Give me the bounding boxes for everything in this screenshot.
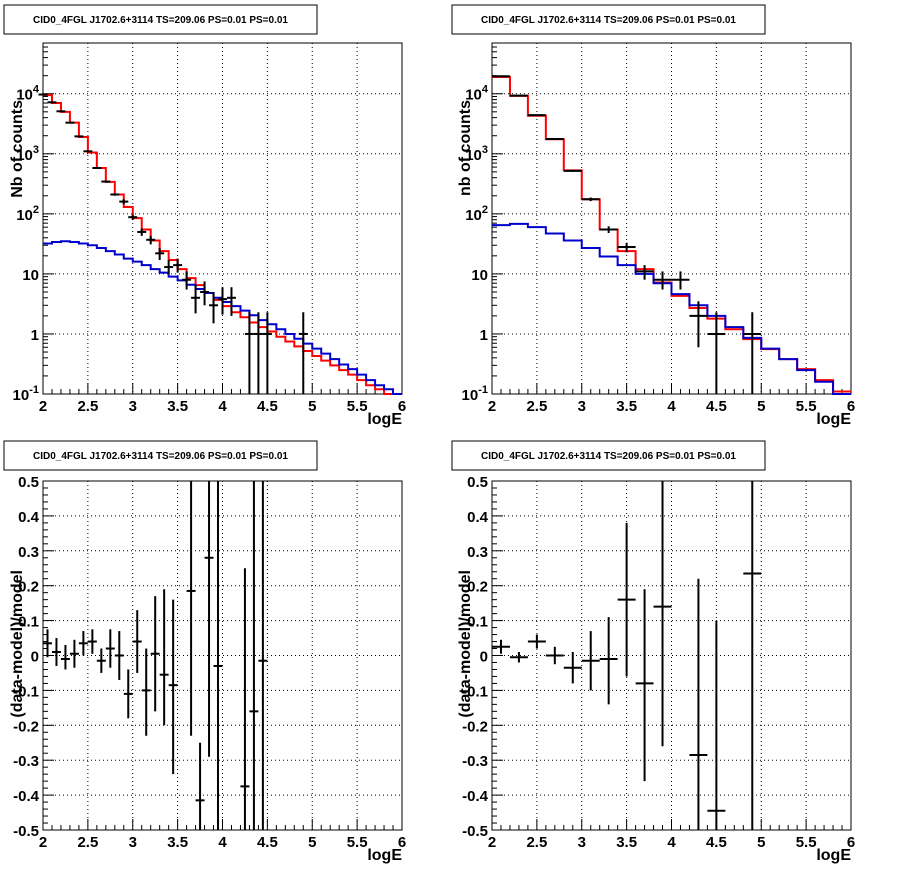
y-tick-label: 0.5 xyxy=(18,474,39,491)
y-tick-label: -0.4 xyxy=(462,788,489,805)
x-tick-label: 2 xyxy=(488,834,496,851)
x-tick-label: 2.5 xyxy=(77,398,98,415)
x-tick-label: 2 xyxy=(39,398,47,415)
y-tick-label: -0.1 xyxy=(462,683,488,700)
y-tick-label: -0.2 xyxy=(13,718,39,735)
y-tick-label: -0.3 xyxy=(13,753,39,770)
x-tick-label: 3 xyxy=(578,834,586,851)
chart-title: CID0_4FGL J1702.6+3114 TS=209.06 PS=0.01… xyxy=(481,451,736,462)
x-tick-label: 4.5 xyxy=(706,398,727,415)
x-tick-label: 4.5 xyxy=(257,398,278,415)
y-tick-label: 0.4 xyxy=(18,509,40,526)
y-tick-label: 104 xyxy=(465,84,489,104)
x-tick-label: 3.5 xyxy=(616,834,637,851)
x-tick-label: 5 xyxy=(757,398,765,415)
y-tick-label: 10 xyxy=(22,267,39,284)
x-tick-label: 2 xyxy=(39,834,47,851)
x-tick-label: 2.5 xyxy=(77,834,98,851)
y-tick-label: 103 xyxy=(465,144,488,164)
x-tick-label: 4 xyxy=(667,398,676,415)
x-axis-label: logE xyxy=(816,847,851,864)
y-tick-label: 102 xyxy=(16,204,39,224)
y-tick-label: 10-1 xyxy=(462,384,488,404)
y-tick-label: -0.5 xyxy=(13,823,39,840)
x-tick-label: 5.5 xyxy=(796,398,817,415)
y-tick-label: 0.2 xyxy=(18,579,39,596)
x-tick-label: 5.5 xyxy=(347,398,368,415)
x-tick-label: 4 xyxy=(667,834,676,851)
y-axis-label: (data-model)/model xyxy=(457,570,474,718)
chart-panel-4: CID0_4FGL J1702.6+3114 TS=209.06 PS=0.01… xyxy=(451,440,855,864)
x-tick-label: 3 xyxy=(129,834,137,851)
x-tick-label: 4.5 xyxy=(706,834,727,851)
x-tick-label: 3.5 xyxy=(167,834,188,851)
y-axis-label: Nb of counts xyxy=(9,100,26,198)
y-tick-label: 10-1 xyxy=(13,384,39,404)
y-tick-label: 103 xyxy=(16,144,39,164)
x-tick-label: 2 xyxy=(488,398,496,415)
y-tick-label: 0.3 xyxy=(18,544,39,561)
x-tick-label: 6 xyxy=(847,834,855,851)
chart-title: CID0_4FGL J1702.6+3114 TS=209.06 PS=0.01… xyxy=(33,451,288,462)
y-axis-label: nb of counts xyxy=(457,100,474,196)
x-tick-label: 5 xyxy=(308,398,316,415)
y-tick-label: 0.2 xyxy=(467,579,488,596)
x-tick-label: 5 xyxy=(757,834,765,851)
y-tick-label: 104 xyxy=(16,84,40,104)
x-tick-label: 4 xyxy=(218,834,227,851)
y-tick-label: 0.1 xyxy=(18,614,39,631)
x-axis-label: logE xyxy=(816,411,851,428)
chart-panel-2: CID0_4FGL J1702.6+3114 TS=209.06 PS=0.01… xyxy=(451,4,855,428)
x-tick-label: 4 xyxy=(218,398,227,415)
y-tick-label: 1 xyxy=(31,327,39,344)
y-tick-label: 1 xyxy=(480,327,488,344)
y-tick-label: 0.1 xyxy=(467,614,488,631)
chart-title: CID0_4FGL J1702.6+3114 TS=209.06 PS=0.01… xyxy=(33,15,288,26)
title-box xyxy=(451,4,766,35)
y-tick-label: 0 xyxy=(31,649,39,666)
y-axis-label: (data-model)/model xyxy=(9,570,26,718)
x-tick-label: 2.5 xyxy=(526,398,547,415)
chart-title: CID0_4FGL J1702.6+3114 TS=209.06 PS=0.01… xyxy=(481,15,736,26)
x-axis-label: logE xyxy=(367,847,402,864)
y-tick-label: -0.5 xyxy=(462,823,488,840)
x-tick-label: 3 xyxy=(578,398,586,415)
x-tick-label: 5 xyxy=(308,834,316,851)
x-tick-label: 6 xyxy=(847,398,855,415)
x-tick-label: 5.5 xyxy=(796,834,817,851)
y-tick-label: 10 xyxy=(471,267,488,284)
y-tick-label: -0.3 xyxy=(462,753,488,770)
title-box xyxy=(451,440,766,471)
y-tick-label: -0.2 xyxy=(462,718,488,735)
y-tick-label: 0.3 xyxy=(467,544,488,561)
x-tick-label: 2.5 xyxy=(526,834,547,851)
title-box xyxy=(3,4,318,35)
y-tick-label: 0.4 xyxy=(467,509,489,526)
x-tick-label: 5.5 xyxy=(347,834,368,851)
y-tick-label: 102 xyxy=(465,204,488,224)
y-tick-label: 0.5 xyxy=(467,474,488,491)
y-tick-label: -0.4 xyxy=(13,788,40,805)
y-tick-label: 0 xyxy=(480,649,488,666)
x-tick-label: 6 xyxy=(398,834,406,851)
y-tick-label: -0.1 xyxy=(13,683,39,700)
x-tick-label: 6 xyxy=(398,398,406,415)
chart-panel-1: CID0_4FGL J1702.6+3114 TS=209.06 PS=0.01… xyxy=(3,4,406,428)
x-axis-label: logE xyxy=(367,411,402,428)
x-tick-label: 4.5 xyxy=(257,834,278,851)
source-model-histogram xyxy=(492,222,851,395)
x-tick-label: 3.5 xyxy=(167,398,188,415)
x-tick-label: 3.5 xyxy=(616,398,637,415)
x-tick-label: 3 xyxy=(129,398,137,415)
chart-panel-3: CID0_4FGL J1702.6+3114 TS=209.06 PS=0.01… xyxy=(3,440,406,864)
title-box xyxy=(3,440,318,471)
